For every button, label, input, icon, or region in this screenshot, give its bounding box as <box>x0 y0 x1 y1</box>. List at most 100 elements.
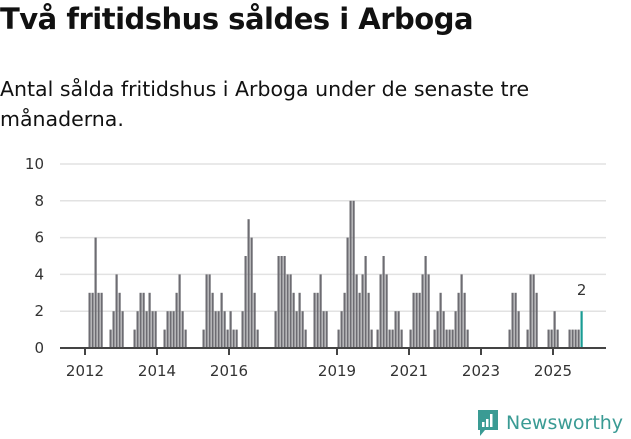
bar <box>283 256 286 348</box>
bar <box>250 237 253 348</box>
bar <box>391 329 394 348</box>
bar <box>436 311 439 348</box>
bar <box>202 329 205 348</box>
bar <box>214 311 217 348</box>
bar <box>400 329 403 348</box>
bar <box>292 292 295 348</box>
bar <box>211 292 214 348</box>
bar <box>382 256 385 348</box>
bar <box>133 329 136 348</box>
gridlines <box>60 163 606 312</box>
bar <box>247 219 250 348</box>
bar <box>550 329 553 348</box>
x-tick-label: 2012 <box>66 362 104 380</box>
chart-subtitle: Antal sålda fritidshus i Arboga under de… <box>0 77 530 131</box>
bar <box>574 329 577 348</box>
bar <box>151 311 154 348</box>
bar <box>445 329 448 348</box>
bar <box>340 311 343 348</box>
bar <box>91 292 94 348</box>
bar <box>118 292 121 348</box>
bar <box>394 311 397 348</box>
y-tick-label: 6 <box>34 229 44 247</box>
bar <box>112 311 115 348</box>
bar <box>409 329 412 348</box>
bar <box>289 274 292 348</box>
bar <box>358 292 361 348</box>
bar <box>442 311 445 348</box>
bar <box>178 274 181 348</box>
bar <box>355 274 358 348</box>
y-tick-label: 4 <box>34 265 44 283</box>
bar <box>463 292 466 348</box>
bar <box>109 329 112 348</box>
bar <box>412 292 415 348</box>
bar <box>418 292 421 348</box>
bar <box>217 311 220 348</box>
bar <box>433 329 436 348</box>
bar <box>172 311 175 348</box>
bar <box>337 329 340 348</box>
bar <box>526 329 529 348</box>
bar <box>304 329 307 348</box>
bar <box>361 274 364 348</box>
bar <box>535 292 538 348</box>
bar <box>169 311 172 348</box>
bar <box>364 256 367 348</box>
bar <box>514 292 517 348</box>
bar <box>295 311 298 348</box>
bar <box>424 256 427 348</box>
bar <box>376 329 379 348</box>
bar <box>379 274 382 348</box>
x-tick-label: 2019 <box>318 362 356 380</box>
bar <box>547 329 550 348</box>
bar <box>115 274 118 348</box>
newsworthy-logo: Newsworthy <box>476 408 623 438</box>
bar <box>343 292 346 348</box>
bar <box>226 329 229 348</box>
y-tick-label: 8 <box>34 192 44 210</box>
x-tick-label: 2021 <box>390 362 428 380</box>
bar <box>451 329 454 348</box>
bar <box>457 292 460 348</box>
bar <box>421 274 424 348</box>
bar <box>466 329 469 348</box>
bar <box>508 329 511 348</box>
bar <box>100 292 103 348</box>
y-tick-label: 2 <box>34 302 44 320</box>
bar <box>301 311 304 348</box>
x-tick-label: 2016 <box>210 362 248 380</box>
brand-name: Newsworthy <box>506 412 624 434</box>
bar <box>427 274 430 348</box>
bar <box>397 311 400 348</box>
bar <box>208 274 211 348</box>
bar <box>316 292 319 348</box>
bar <box>532 274 535 348</box>
bar <box>346 237 349 348</box>
y-tick-label: 10 <box>25 155 44 173</box>
bar <box>175 292 178 348</box>
bar <box>166 311 169 348</box>
bar-chart: 0 2 4 6 8 10 2012 2014 2016 2019 2021 2023 2025 2 <box>25 155 606 380</box>
bar <box>154 311 157 348</box>
bar <box>205 274 208 348</box>
bar <box>244 256 247 348</box>
bar <box>94 237 97 348</box>
bar <box>232 329 235 348</box>
y-tick-label: 0 <box>34 339 44 357</box>
bar <box>553 311 556 348</box>
bar <box>577 329 580 348</box>
chart-title: Två fritidshus såldes i Arboga <box>0 2 474 36</box>
bar <box>235 329 238 348</box>
bar-latest <box>580 311 583 348</box>
bar <box>256 329 259 348</box>
bar <box>145 311 148 348</box>
bar <box>322 311 325 348</box>
bar <box>511 292 514 348</box>
bar <box>415 292 418 348</box>
bar <box>367 292 370 348</box>
bar <box>241 311 244 348</box>
bar <box>460 274 463 348</box>
bar <box>220 292 223 348</box>
bar <box>388 329 391 348</box>
